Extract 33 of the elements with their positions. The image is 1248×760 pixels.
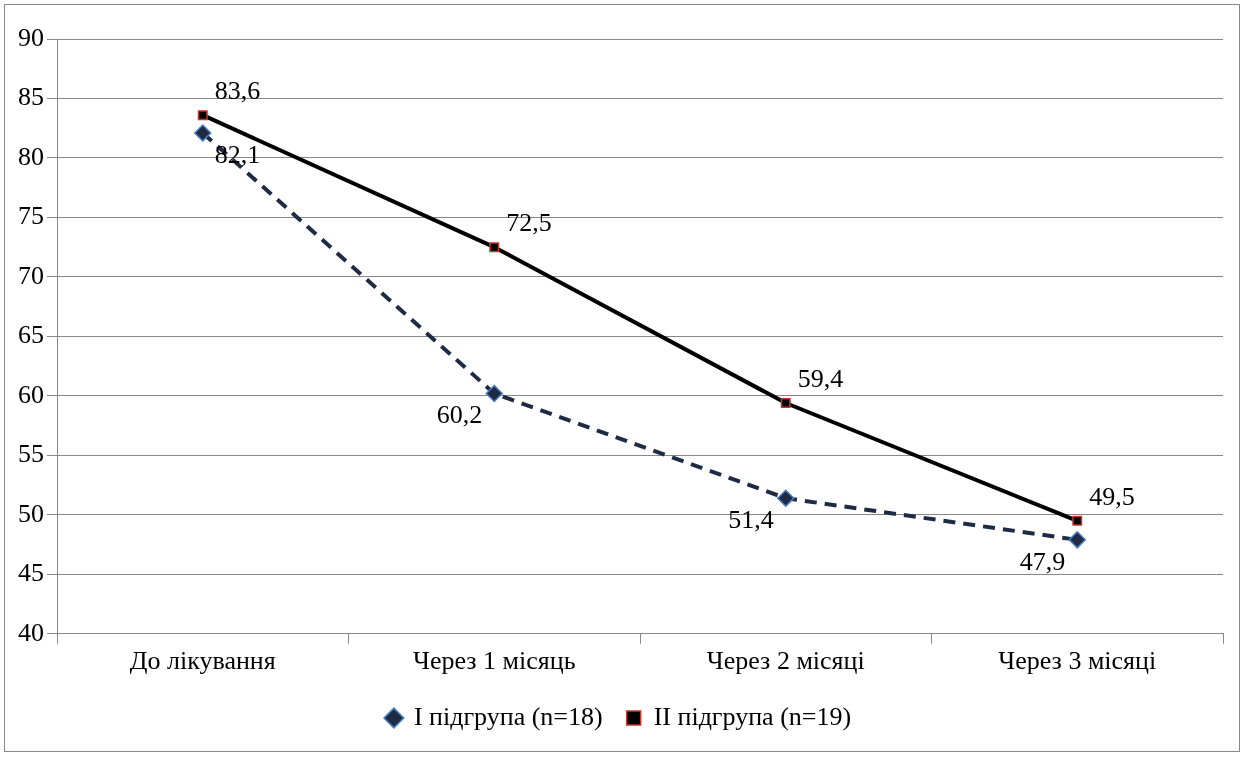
y-tick-label: 60 <box>18 379 44 409</box>
data-label: 51,4 <box>728 505 774 535</box>
y-tick-label: 40 <box>18 617 44 647</box>
point <box>489 242 500 253</box>
x-tick-label: Через 3 місяці <box>998 646 1157 676</box>
y-tick-label: 75 <box>18 201 44 231</box>
x-tick-label: Через 2 місяці <box>706 646 865 676</box>
legend-label: I підгрупа (n=18) <box>413 701 603 731</box>
y-tick-label: 80 <box>18 141 44 171</box>
y-tick-label: 65 <box>18 320 44 350</box>
data-label: 82,1 <box>214 139 261 169</box>
point <box>777 489 795 507</box>
data-label: 83,6 <box>214 75 261 105</box>
data-label: 59,4 <box>797 363 844 393</box>
data-label: 47,9 <box>1019 546 1066 576</box>
y-tick-label: 85 <box>18 82 44 112</box>
data-label: 72,5 <box>506 208 552 238</box>
point <box>485 384 503 403</box>
point <box>1068 531 1086 549</box>
y-tick-label: 55 <box>18 439 44 469</box>
y-tick-label: 45 <box>18 558 44 588</box>
point <box>1072 515 1083 526</box>
point <box>194 124 212 142</box>
x-tick-label: Через 1 місяць <box>412 646 576 676</box>
point <box>780 398 791 409</box>
point <box>197 110 208 121</box>
data-label: 60,2 <box>436 400 483 430</box>
y-tick-label: 70 <box>18 260 44 290</box>
y-tick-label: 90 <box>18 22 44 52</box>
x-tick-label: До лікування <box>129 646 276 676</box>
y-tick-label: 50 <box>18 498 44 528</box>
legend-label: II підгрупа (n=19) <box>653 701 852 731</box>
data-label: 49,5 <box>1089 481 1135 511</box>
